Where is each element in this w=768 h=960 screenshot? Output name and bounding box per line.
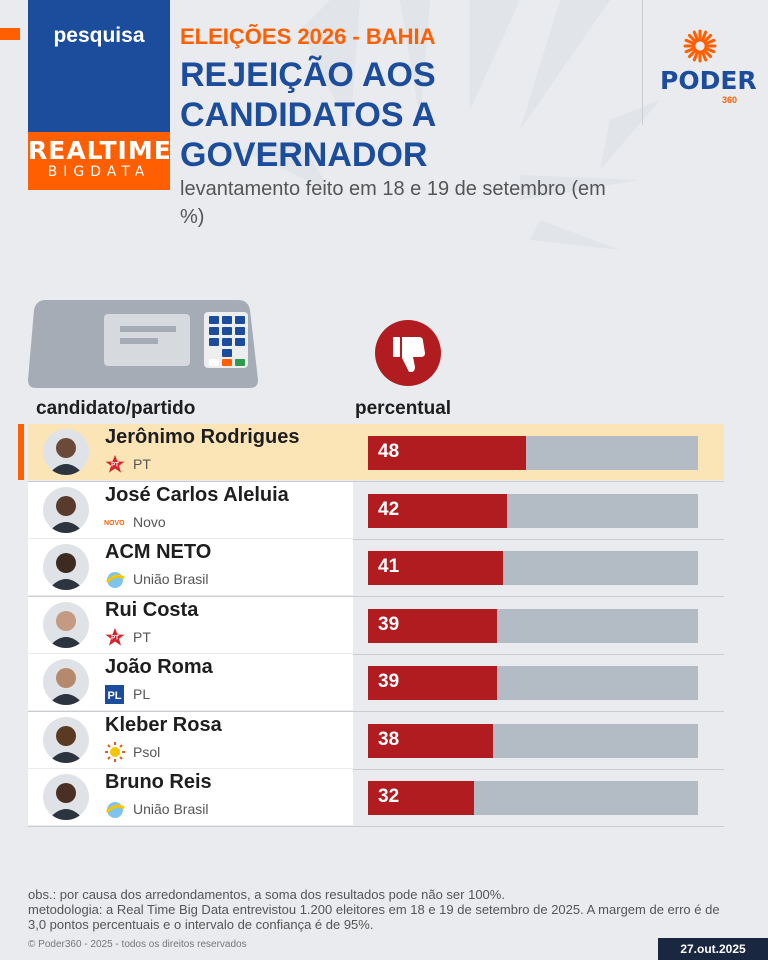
poder360-sun-icon	[683, 29, 717, 63]
row-separator	[28, 481, 724, 482]
bar-value	[368, 436, 526, 470]
candidate-name: Kleber Rosa	[105, 713, 222, 736]
party-name: PL	[133, 686, 151, 702]
svg-text:PT: PT	[111, 463, 119, 469]
pt-star-icon: PT	[104, 627, 126, 647]
candidate-avatar	[43, 774, 89, 820]
brand-line-1: REALTIME	[28, 136, 172, 165]
bar-label: 42	[378, 498, 400, 520]
bar-label: 38	[378, 728, 400, 750]
row-separator	[28, 768, 724, 770]
row-separator	[28, 538, 724, 540]
logo-name: PODER	[660, 66, 757, 95]
party-name: PT	[133, 628, 151, 645]
bar-label: 39	[378, 671, 400, 692]
bar-value	[368, 781, 474, 815]
party-name: Psol	[133, 743, 161, 760]
candidate-avatar	[43, 486, 89, 533]
subtitle: levantamento feito em 18 e 19 de setembr…	[180, 178, 606, 228]
ballot-machine-icon	[28, 300, 258, 388]
party-name: União Brasil	[133, 571, 209, 587]
eyebrow: ELEIÇÕES 2026 - BAHIA	[180, 24, 436, 49]
thumbs-down-icon	[375, 320, 441, 386]
bar-value	[368, 493, 507, 528]
candidate-name: José Carlos Aleluia	[105, 483, 289, 506]
svg-text:PL: PL	[107, 690, 121, 702]
svg-text:NOVO: NOVO	[104, 520, 125, 527]
brand-line-2: BIGDATA	[47, 164, 151, 180]
section-label: pesquisa	[53, 24, 145, 47]
row-separator	[28, 826, 724, 827]
bar-label: 32	[378, 786, 400, 807]
date-badge: 27.out.2025	[658, 938, 768, 960]
psol-sun-icon	[104, 741, 126, 762]
bar-label: 39	[378, 613, 400, 635]
candidate-avatar	[43, 544, 89, 590]
uniao-brasil-icon	[104, 569, 126, 589]
candidate-row: ACM NETO União Brasil 41	[28, 539, 724, 597]
candidate-row: Rui Costa PT PT 39	[28, 596, 724, 655]
row-separator	[28, 596, 724, 597]
bar-label: 48	[378, 441, 400, 462]
bar-value	[368, 723, 493, 758]
candidate-avatar	[43, 429, 89, 475]
pl-logo-icon: PL	[104, 684, 126, 704]
uniao-brasil-icon	[104, 799, 126, 819]
candidate-name: Bruno Reis	[105, 771, 212, 793]
copyright: © Poder360 - 2025 - todos os direitos re…	[28, 939, 247, 950]
page-title: REJEIÇÃO AOS CANDIDATOS A GOVERNADOR	[180, 56, 436, 174]
candidate-name: Jerônimo Rodrigues	[105, 426, 300, 448]
candidate-row: Bruno Reis União Brasil 32	[28, 769, 724, 827]
candidate-avatar	[43, 659, 89, 705]
candidate-name: João Roma	[105, 656, 213, 678]
row-separator	[28, 711, 724, 712]
orange-accent-tick	[0, 28, 20, 40]
candidate-row: Jerônimo Rodrigues PT PT 48	[18, 424, 724, 482]
highlight-marker	[18, 424, 24, 480]
column-header-candidate: candidato/partido	[36, 398, 196, 419]
footnotes: obs.: por causa dos arredondamentos, a s…	[28, 887, 728, 932]
bar-value	[368, 666, 497, 700]
candidate-row: José Carlos Aleluia NOVO Novo 42	[28, 481, 724, 540]
candidate-row: João Roma PL PL 39	[28, 654, 724, 712]
logo-number: 360	[722, 95, 738, 105]
candidate-avatar	[43, 716, 89, 763]
pt-star-icon: PT	[104, 454, 126, 474]
bar-label: 41	[378, 556, 400, 577]
row-separator	[28, 653, 724, 655]
svg-text:PT: PT	[111, 635, 119, 641]
novo-logo-icon: NOVO	[104, 512, 126, 532]
candidate-avatar	[43, 601, 89, 648]
footnote-methodology: metodologia: a Real Time Big Data entrev…	[28, 902, 720, 932]
realtime-bigdata-logo: REALTIME BIGDATA	[28, 132, 172, 190]
candidate-row: Kleber Rosa Psol 38	[28, 711, 724, 770]
candidate-name: ACM NETO	[105, 541, 212, 563]
footnote-rounding: obs.: por causa dos arredondamentos, a s…	[28, 887, 505, 902]
bar-value	[368, 551, 503, 585]
party-name: PT	[133, 456, 151, 472]
section-label-box: pesquisa	[28, 0, 170, 132]
column-header-percent: percentual	[355, 398, 452, 419]
bar-value	[368, 608, 497, 643]
header-divider	[642, 0, 643, 125]
candidate-name: Rui Costa	[105, 598, 199, 621]
party-name: Novo	[133, 513, 166, 530]
party-name: União Brasil	[133, 801, 209, 817]
